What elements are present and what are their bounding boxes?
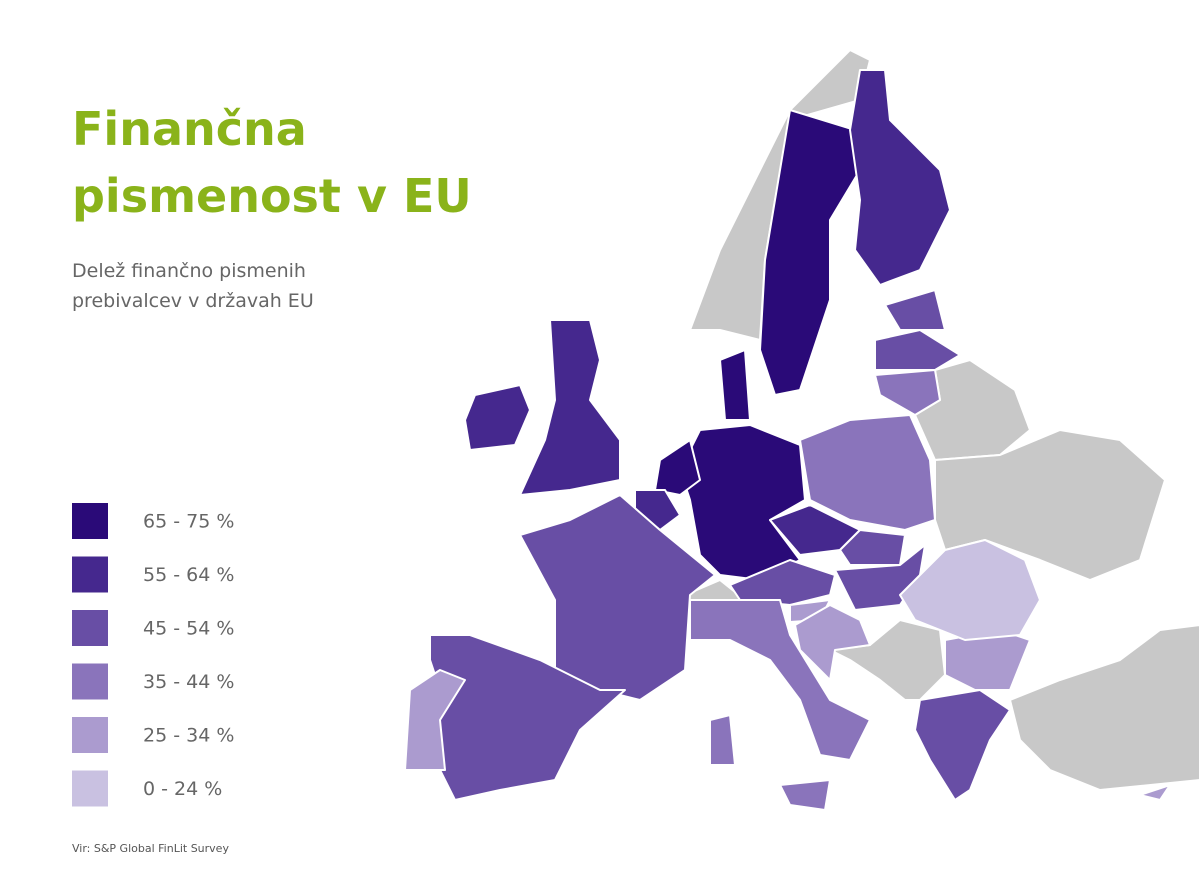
- legend-label: 35 - 44 %: [143, 671, 234, 693]
- legend-swatch: [72, 610, 108, 646]
- country: [1139, 784, 1171, 801]
- legend-swatch: [72, 663, 108, 700]
- country: [719, 349, 751, 421]
- country: [934, 429, 1166, 581]
- country: [519, 319, 621, 496]
- legend-label: 65 - 75 %: [143, 511, 234, 533]
- country: [914, 689, 1011, 801]
- country: [634, 489, 681, 531]
- country: [1009, 624, 1200, 791]
- country: [464, 384, 531, 451]
- legend: 65 - 75 % 55 - 64 % 45 - 54 % 35 - 44 % 25 -…: [72, 503, 234, 807]
- legend-label: 0 - 24 %: [143, 778, 222, 800]
- subtitle: prebivalcev v državah EU: [72, 290, 314, 312]
- legend-swatch: [72, 556, 108, 593]
- country: [779, 779, 831, 811]
- country: [799, 414, 936, 531]
- legend-label: 55 - 64 %: [143, 564, 234, 586]
- country: [899, 539, 1041, 641]
- legend-label: 25 - 34 %: [143, 725, 234, 747]
- country: [849, 69, 951, 286]
- title: pismenost v EU: [72, 169, 472, 223]
- source: Vir: S&P Global FinLit Survey: [72, 842, 229, 855]
- title: Finančna: [72, 102, 307, 156]
- country: [829, 619, 946, 701]
- country: [404, 669, 466, 771]
- legend-swatch: [72, 503, 108, 539]
- country: [884, 289, 946, 331]
- country: [794, 604, 871, 681]
- legend-label: 45 - 54 %: [143, 618, 234, 640]
- country: [874, 369, 941, 416]
- country: [709, 714, 736, 766]
- legend-swatch: [72, 770, 108, 807]
- legend-swatch: [72, 717, 108, 753]
- map: [404, 49, 1200, 811]
- country: [874, 329, 961, 371]
- subtitle: Delež finančno pismenih: [72, 260, 306, 282]
- country: [654, 439, 701, 496]
- country: [689, 49, 871, 341]
- country: [689, 599, 871, 761]
- country: [839, 529, 906, 566]
